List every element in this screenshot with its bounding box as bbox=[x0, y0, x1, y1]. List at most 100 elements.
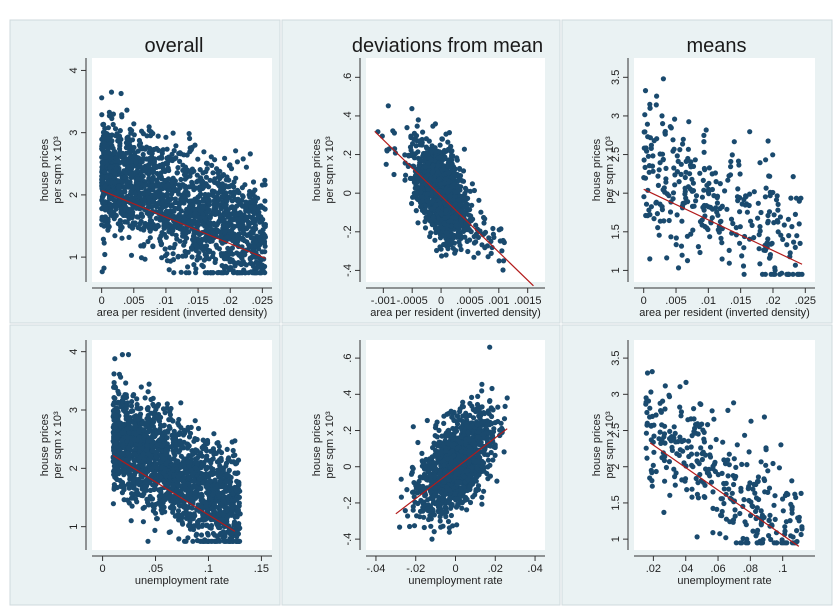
data-point bbox=[107, 164, 113, 171]
data-point bbox=[235, 270, 241, 276]
data-point bbox=[448, 143, 454, 149]
data-point bbox=[186, 481, 192, 487]
data-point bbox=[774, 193, 780, 199]
data-point bbox=[171, 428, 177, 434]
y-axis-label: per sqm x 10³ bbox=[324, 136, 336, 204]
data-point bbox=[128, 252, 135, 258]
data-point bbox=[196, 204, 202, 210]
data-point bbox=[146, 480, 152, 486]
data-point bbox=[443, 176, 449, 182]
data-point bbox=[156, 418, 163, 424]
data-point bbox=[195, 156, 201, 162]
data-point bbox=[415, 117, 421, 123]
data-point bbox=[177, 150, 183, 156]
data-point bbox=[450, 245, 456, 251]
data-point bbox=[448, 218, 454, 224]
fit-line bbox=[101, 189, 266, 259]
data-point bbox=[714, 193, 721, 199]
data-point bbox=[230, 447, 236, 454]
data-point bbox=[152, 510, 159, 516]
data-point bbox=[260, 238, 266, 244]
data-point bbox=[127, 179, 133, 185]
data-point bbox=[709, 215, 715, 221]
data-point bbox=[207, 270, 213, 276]
data-point bbox=[195, 219, 201, 225]
data-point bbox=[763, 185, 769, 191]
data-point bbox=[409, 106, 415, 112]
data-point bbox=[126, 159, 132, 165]
data-point bbox=[781, 222, 787, 228]
y-axis-label: house prices bbox=[311, 138, 323, 201]
data-point bbox=[186, 131, 192, 137]
data-point bbox=[228, 459, 234, 465]
data-point bbox=[244, 215, 250, 221]
data-point bbox=[456, 233, 462, 239]
data-point bbox=[112, 126, 119, 132]
data-point bbox=[647, 101, 653, 107]
data-point bbox=[188, 424, 194, 430]
data-point bbox=[231, 223, 237, 229]
data-point bbox=[158, 241, 165, 247]
data-point bbox=[654, 211, 661, 217]
data-point bbox=[417, 157, 423, 163]
data-point bbox=[155, 200, 161, 206]
data-point bbox=[786, 233, 792, 239]
data-point bbox=[137, 143, 143, 150]
data-point bbox=[108, 206, 114, 212]
data-point bbox=[432, 237, 438, 243]
data-point bbox=[145, 389, 151, 395]
data-point bbox=[651, 216, 657, 222]
data-point bbox=[143, 156, 149, 162]
data-point bbox=[688, 231, 694, 237]
data-point bbox=[403, 172, 409, 178]
data-point bbox=[717, 181, 723, 187]
data-point bbox=[473, 222, 479, 228]
data-point bbox=[116, 151, 122, 157]
data-point bbox=[663, 165, 669, 171]
data-point bbox=[138, 218, 144, 224]
data-point bbox=[100, 129, 107, 135]
data-point bbox=[196, 250, 202, 256]
data-point bbox=[167, 529, 173, 535]
data-point bbox=[644, 148, 650, 154]
data-point bbox=[463, 187, 470, 193]
data-point bbox=[749, 222, 755, 228]
data-point bbox=[436, 176, 442, 183]
data-point bbox=[430, 168, 436, 174]
data-point bbox=[686, 119, 692, 125]
data-point bbox=[182, 176, 188, 182]
data-point bbox=[501, 238, 507, 244]
data-point bbox=[234, 159, 240, 165]
data-point bbox=[230, 453, 236, 459]
data-point bbox=[186, 453, 192, 459]
data-point bbox=[101, 150, 107, 156]
data-point bbox=[252, 197, 258, 203]
data-point bbox=[722, 188, 728, 194]
data-point bbox=[501, 258, 507, 264]
data-point bbox=[218, 450, 225, 456]
data-point bbox=[191, 262, 197, 268]
data-point bbox=[111, 380, 117, 386]
data-point bbox=[154, 516, 160, 522]
data-point bbox=[194, 244, 200, 250]
data-point bbox=[220, 193, 226, 199]
data-point bbox=[108, 155, 114, 161]
data-point bbox=[767, 252, 774, 258]
data-point bbox=[379, 133, 385, 139]
data-point bbox=[209, 162, 215, 168]
data-point bbox=[434, 247, 440, 254]
data-point bbox=[160, 166, 166, 172]
data-point bbox=[162, 410, 168, 416]
data-point bbox=[150, 130, 156, 137]
data-point bbox=[438, 211, 444, 217]
data-point bbox=[123, 380, 129, 386]
data-point bbox=[208, 154, 214, 160]
data-point bbox=[138, 384, 144, 390]
data-point bbox=[191, 438, 197, 444]
data-point bbox=[405, 152, 412, 158]
y-tick-label: 1 bbox=[68, 524, 80, 530]
data-point bbox=[124, 219, 130, 225]
data-point bbox=[230, 251, 236, 257]
data-point bbox=[258, 257, 264, 263]
